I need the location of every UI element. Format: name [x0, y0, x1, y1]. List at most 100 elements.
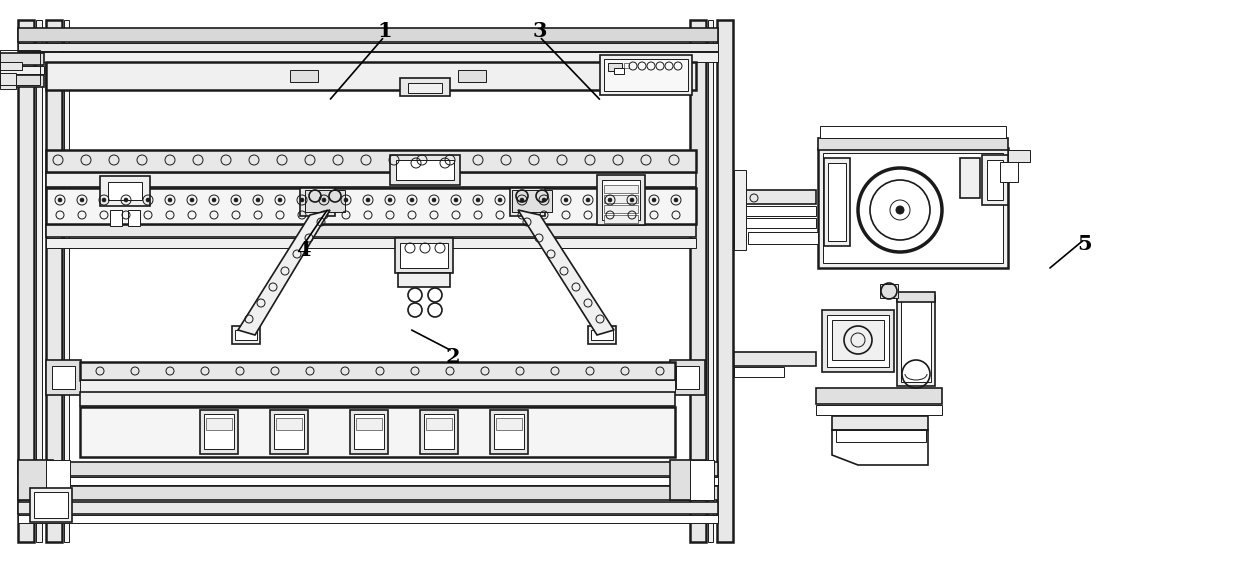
Bar [19, 28, 718, 42]
Bar [305, 190, 345, 212]
Circle shape [652, 198, 656, 202]
Bar [987, 160, 1003, 200]
Bar [748, 232, 818, 244]
Circle shape [564, 198, 568, 202]
Bar [236, 330, 257, 340]
Bar [46, 188, 696, 224]
Bar [19, 515, 718, 523]
Bar [401, 78, 450, 96]
Circle shape [498, 198, 502, 202]
Bar [494, 414, 525, 449]
Circle shape [432, 198, 436, 202]
Bar [515, 193, 539, 211]
Text: 3: 3 [532, 21, 547, 41]
Circle shape [255, 198, 260, 202]
Bar [36, 20, 42, 542]
Bar [424, 414, 454, 449]
Circle shape [322, 198, 326, 202]
Bar [401, 243, 448, 268]
Bar [832, 320, 884, 360]
Bar [897, 292, 935, 302]
Circle shape [410, 198, 414, 202]
Bar [19, 486, 718, 500]
Circle shape [897, 206, 904, 214]
Bar [0, 75, 43, 87]
Bar [496, 418, 522, 430]
Bar [832, 416, 928, 430]
Bar [100, 176, 150, 206]
Circle shape [146, 198, 150, 202]
Bar [734, 170, 746, 250]
Bar [734, 190, 816, 204]
Bar [274, 414, 304, 449]
Bar [19, 43, 718, 51]
Bar [396, 238, 453, 273]
Bar [46, 150, 696, 172]
Bar [300, 188, 335, 216]
Circle shape [124, 198, 128, 202]
Bar [0, 62, 22, 70]
Bar [81, 407, 675, 457]
Bar [277, 418, 303, 430]
Circle shape [630, 198, 634, 202]
Circle shape [343, 198, 348, 202]
Bar [232, 326, 260, 344]
Bar [897, 296, 935, 386]
Bar [825, 158, 849, 246]
Bar [828, 163, 846, 241]
Circle shape [520, 198, 525, 202]
Bar [81, 380, 675, 392]
Bar [46, 360, 81, 395]
Bar [19, 502, 718, 514]
Bar [591, 330, 613, 340]
Polygon shape [238, 210, 330, 335]
Bar [19, 460, 53, 500]
Bar [33, 492, 68, 518]
Bar [999, 162, 1018, 182]
Bar [0, 53, 43, 65]
Bar [64, 20, 69, 542]
Bar [305, 193, 330, 211]
Bar [46, 173, 696, 187]
Bar [670, 460, 706, 500]
Circle shape [234, 198, 238, 202]
Bar [960, 158, 980, 198]
Bar [822, 310, 894, 372]
Bar [356, 418, 382, 430]
Bar [818, 138, 1008, 150]
Bar [458, 70, 486, 82]
Bar [604, 195, 639, 203]
Bar [396, 160, 454, 180]
Bar [816, 405, 942, 415]
Bar [398, 273, 450, 287]
Bar [0, 73, 16, 89]
Circle shape [167, 198, 172, 202]
Bar [676, 366, 699, 389]
Bar [46, 225, 696, 237]
Bar [110, 210, 122, 226]
Bar [512, 190, 552, 212]
Bar [708, 20, 713, 542]
Bar [350, 410, 388, 454]
Bar [604, 205, 639, 213]
Circle shape [366, 198, 370, 202]
Circle shape [300, 198, 304, 202]
Bar [46, 238, 696, 248]
Circle shape [608, 198, 613, 202]
Bar [604, 185, 639, 193]
Bar [600, 55, 692, 95]
Bar [30, 488, 72, 522]
Circle shape [587, 198, 590, 202]
Bar [734, 352, 816, 366]
Bar [901, 300, 931, 382]
Bar [624, 63, 629, 68]
Text: 4: 4 [296, 240, 311, 260]
Bar [820, 126, 1006, 138]
Bar [19, 462, 718, 476]
Bar [52, 366, 74, 389]
Bar [818, 148, 1008, 268]
Bar [205, 414, 234, 449]
Bar [128, 210, 140, 226]
Circle shape [542, 198, 546, 202]
Circle shape [388, 198, 392, 202]
